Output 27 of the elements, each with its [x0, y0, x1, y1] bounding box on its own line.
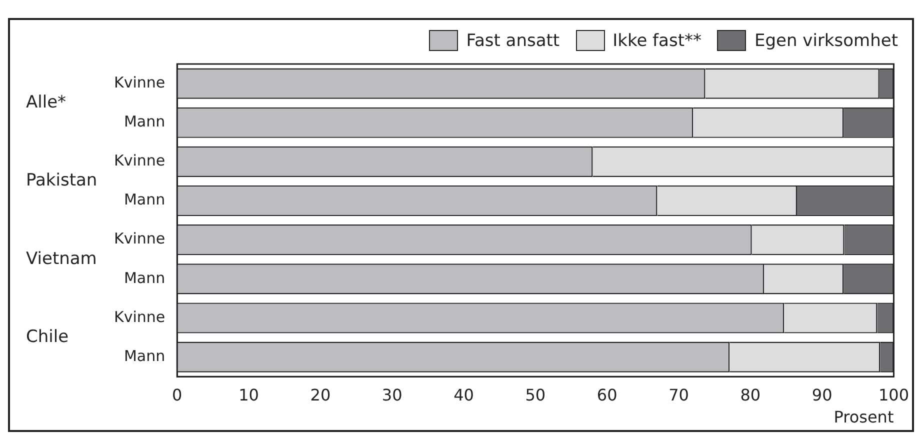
- y-tick-label: Mann: [124, 268, 166, 287]
- x-tick-label: 50: [525, 385, 546, 404]
- series-label: Fast ansatt: [466, 30, 560, 50]
- x-axis-title: Prosent: [834, 408, 894, 427]
- x-tick-label: 10: [238, 385, 259, 404]
- y-tick-label: Mann: [124, 346, 166, 365]
- x-tick-label: 40: [454, 385, 474, 404]
- text: Vietnam: [26, 248, 97, 269]
- x-tick-label: 20: [310, 385, 331, 404]
- text: Chile: [26, 326, 69, 347]
- y-tick-label: Mann: [124, 112, 166, 131]
- y-tick-label: Kvinne: [114, 152, 166, 170]
- y-tick-label: Kvinne: [114, 308, 166, 326]
- legend-label: Ikke fast**: [612, 30, 702, 50]
- x-tick-label: 90: [812, 385, 832, 404]
- x-tick-label: 100: [878, 385, 910, 404]
- legend-label: Egen virksomhet: [754, 30, 898, 50]
- x-tick-label: 80: [740, 385, 761, 404]
- x-tick-label: 60: [596, 385, 618, 404]
- text: Alle*: [26, 92, 66, 112]
- x-tick-label: 70: [668, 385, 689, 404]
- y-tick-label: Kvinne: [114, 230, 166, 248]
- text: Pakistan: [26, 170, 98, 191]
- y-tick-label: Mann: [124, 190, 166, 209]
- y-tick-label: Kvinne: [114, 73, 166, 92]
- x-tick-label: 30: [382, 385, 402, 404]
- x-tick-label: 0: [172, 385, 182, 404]
